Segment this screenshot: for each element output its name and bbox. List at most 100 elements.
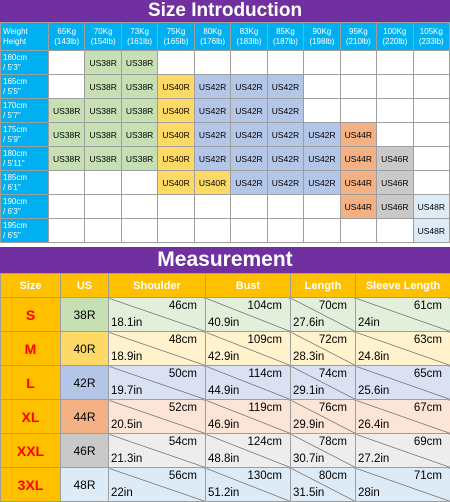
height-ft: / 5'5"	[3, 87, 48, 97]
value-in: 24in	[358, 317, 380, 329]
size-cell: US38R	[49, 99, 85, 123]
size-cell: US42R	[267, 123, 303, 147]
size-cell: US42R	[267, 147, 303, 171]
weight-kg: 75Kg	[158, 27, 193, 37]
size-cell: US46R	[377, 147, 413, 171]
value-cm: 71cm	[414, 470, 442, 482]
weight-lb: (198lb)	[304, 37, 339, 47]
us-size: 48R	[61, 468, 109, 502]
height-header: 160cm/ 5'3"	[1, 51, 49, 75]
weight-lb: (143lb)	[49, 37, 84, 47]
size-cell	[194, 195, 230, 219]
size-cell: US42R	[267, 99, 303, 123]
size-cell	[121, 195, 157, 219]
value-cm: 69cm	[414, 436, 442, 448]
size-cell: US38R	[121, 51, 157, 75]
size-cell	[231, 219, 267, 243]
weight-kg: 90Kg	[304, 27, 339, 37]
size-label: S	[1, 298, 61, 332]
weight-header: 73Kg(161lb)	[121, 23, 157, 51]
size-cell	[267, 219, 303, 243]
value-in: 24.8in	[358, 351, 389, 363]
size-cell: US38R	[49, 147, 85, 171]
weight-kg: 83Kg	[231, 27, 266, 37]
size-cell	[194, 219, 230, 243]
size-label: XXL	[1, 434, 61, 468]
size-cell	[340, 99, 376, 123]
height-header: 195cm/ 6'5"	[1, 219, 49, 243]
size-cell: US44R	[340, 195, 376, 219]
height-cm: 165cm	[3, 77, 48, 87]
weight-header: 80Kg(176lb)	[194, 23, 230, 51]
size-cell	[413, 99, 449, 123]
height-ft: / 5'11"	[3, 159, 48, 169]
value-in: 29.1in	[293, 385, 324, 397]
size-cell: US42R	[267, 171, 303, 195]
column-header: Size	[1, 274, 61, 298]
height-cm: 175cm	[3, 125, 48, 135]
height-header: 165cm/ 5'5"	[1, 75, 49, 99]
size-cell	[377, 99, 413, 123]
size-cell: US38R	[121, 147, 157, 171]
size-cell	[49, 171, 85, 195]
size-cell: US40R	[158, 147, 194, 171]
value-in: 40.9in	[208, 317, 239, 329]
size-cell	[49, 75, 85, 99]
value-cm: 56cm	[169, 470, 197, 482]
size-cell	[413, 51, 449, 75]
size-cell	[377, 219, 413, 243]
size-cell	[158, 51, 194, 75]
value-in: 30.7in	[293, 453, 324, 465]
weight-kg: 105Kg	[414, 27, 449, 37]
size-cell: US42R	[194, 123, 230, 147]
value-in: 31.5in	[293, 487, 324, 499]
value-in: 27.6in	[293, 317, 324, 329]
value-in: 28.3in	[293, 351, 324, 363]
weight-lb: (165lb)	[158, 37, 193, 47]
height-cm: 180cm	[3, 149, 48, 159]
size-cell	[231, 51, 267, 75]
height-header: 175cm/ 5'9"	[1, 123, 49, 147]
size-cell: US42R	[231, 171, 267, 195]
weight-kg: 70Kg	[85, 27, 120, 37]
value-cm: 52cm	[169, 402, 197, 414]
size-cell	[85, 195, 121, 219]
value-in: 25.6in	[358, 385, 389, 397]
height-ft: / 5'9"	[3, 135, 48, 145]
value-cm: 67cm	[414, 402, 442, 414]
value-cm: 61cm	[414, 300, 442, 312]
size-cell: US38R	[85, 123, 121, 147]
weight-lb: (154lb)	[85, 37, 120, 47]
size-cell: US40R	[194, 171, 230, 195]
value-in: 18.1in	[111, 317, 142, 329]
us-size: 42R	[61, 366, 109, 400]
size-cell: US44R	[340, 171, 376, 195]
value-cm: 109cm	[247, 334, 282, 346]
corner-weight: Weight	[3, 27, 48, 37]
value-in: 18.9in	[111, 351, 142, 363]
value-in: 21.3in	[111, 453, 142, 465]
size-cell	[413, 171, 449, 195]
size-cell: US42R	[304, 123, 340, 147]
value-in: 46.9in	[208, 419, 239, 431]
height-cm: 195cm	[3, 221, 48, 231]
size-cell	[267, 195, 303, 219]
value-cm: 114cm	[248, 368, 282, 380]
column-header: Bust	[206, 274, 291, 298]
size-cell: US38R	[85, 75, 121, 99]
value-cm: 46cm	[169, 300, 197, 312]
